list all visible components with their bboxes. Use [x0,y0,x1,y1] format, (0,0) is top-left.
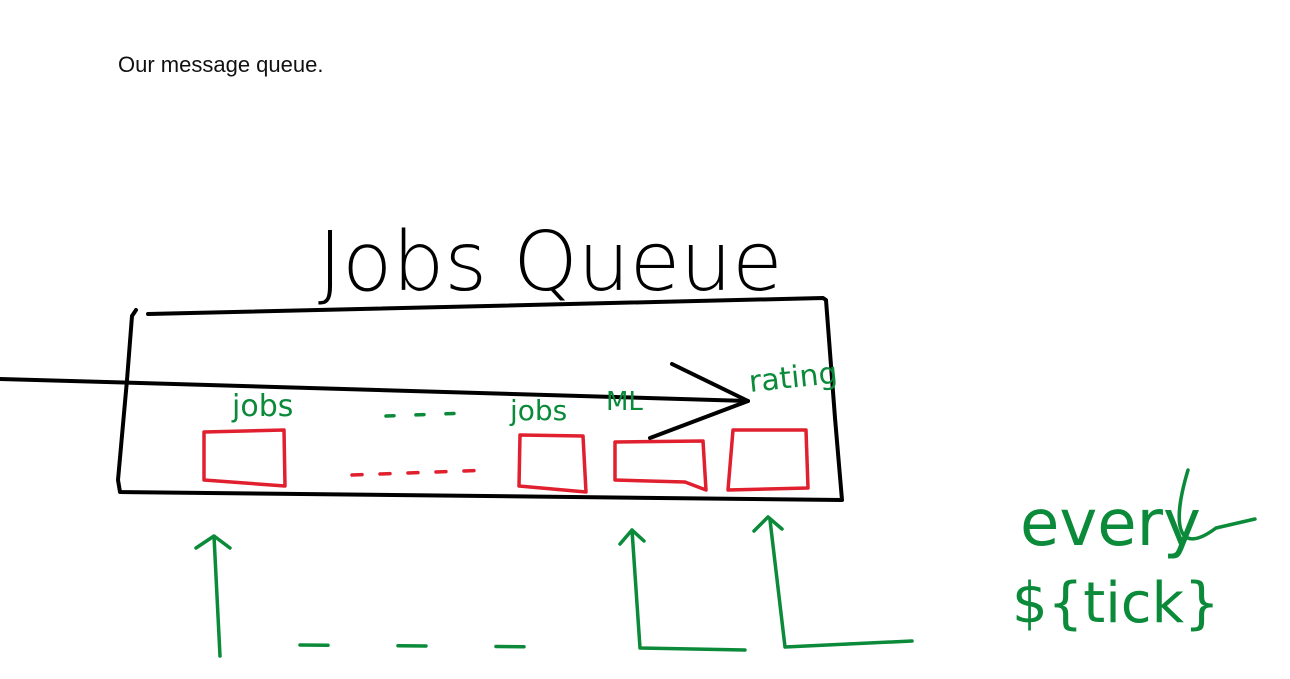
queue-title: Jobs Queue [318,215,783,310]
flow-arrow-line [0,377,750,403]
label-jobs-2: jobs [509,394,567,427]
queue-slot-3 [613,439,708,492]
up-arrow-3 [752,515,914,649]
every-tail [1177,468,1257,541]
queue-slot-1 [202,428,287,488]
label-ml: ML [606,387,643,417]
label-every: every [1020,487,1201,561]
bottom-dashes [298,643,562,649]
label-tick: ${tick} [1012,571,1220,636]
up-arrow-1 [194,534,232,658]
up-arrow-2 [618,528,747,652]
queue-slot-dots [350,468,492,477]
label-jobs: jobs [231,389,293,424]
queue-slot-4 [726,428,810,492]
page-caption: Our message queue. [118,52,324,77]
flow-arrow-head [648,362,750,440]
queue-box [116,296,844,502]
label-rating: rating [747,356,839,400]
label-dashes [384,411,468,418]
queue-slot-2 [517,433,588,494]
